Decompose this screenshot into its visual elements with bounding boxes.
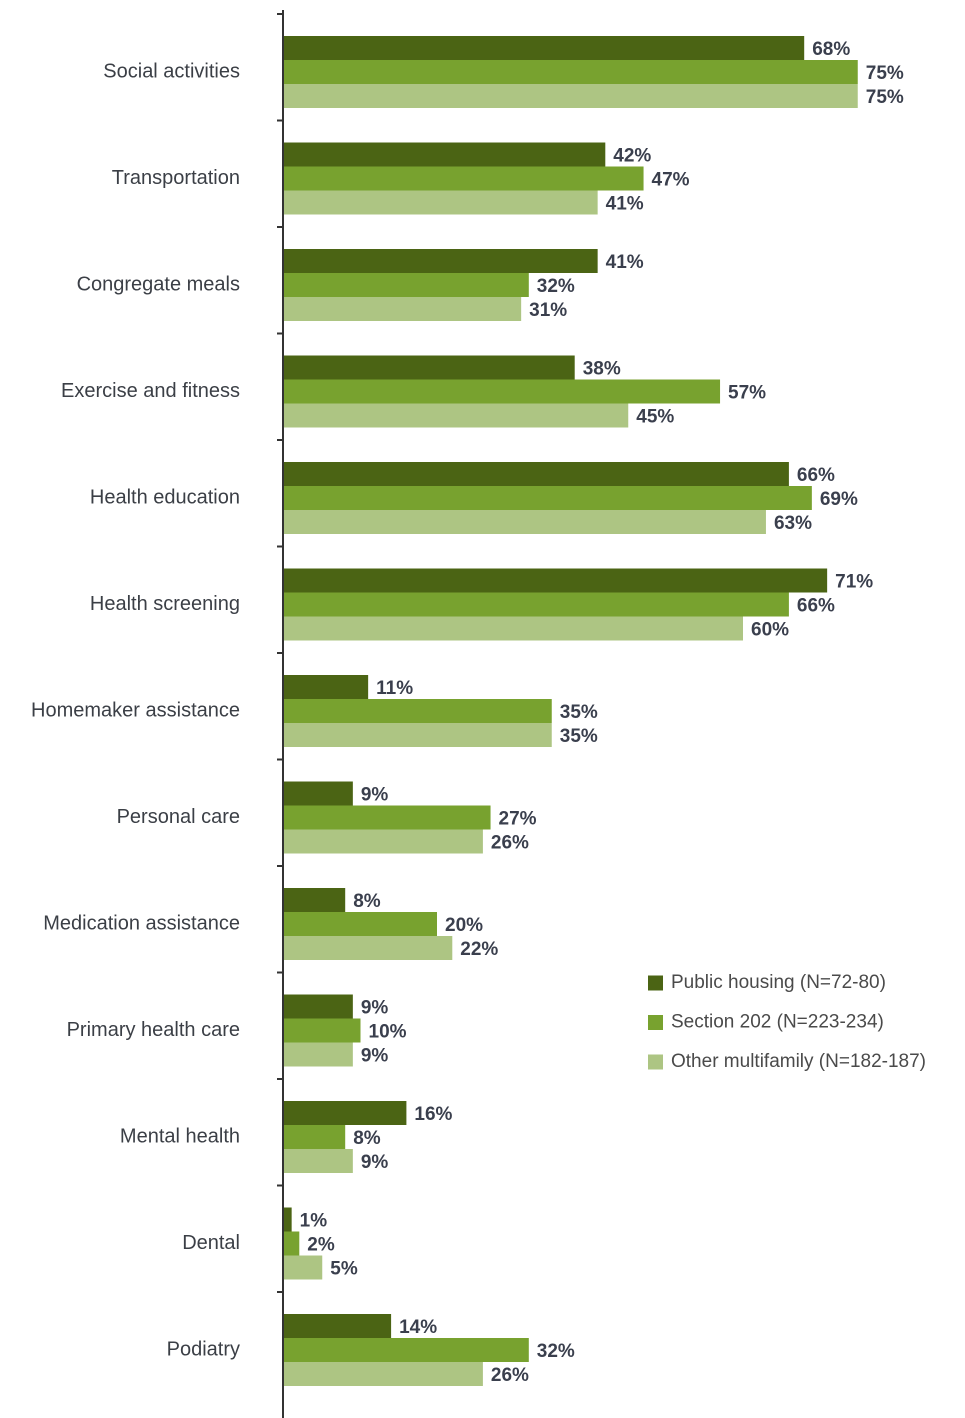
bar bbox=[284, 1018, 361, 1043]
value-label: 14% bbox=[399, 1317, 437, 1338]
category-label: Podiatry bbox=[167, 1338, 240, 1360]
bar bbox=[284, 1207, 292, 1232]
bar bbox=[284, 1101, 407, 1125]
value-label: 9% bbox=[361, 785, 389, 806]
category-label: Transportation bbox=[112, 167, 240, 189]
value-label: 10% bbox=[369, 1022, 407, 1043]
value-label: 26% bbox=[491, 1365, 529, 1386]
category-label: Congregate meals bbox=[77, 273, 240, 295]
value-label: 66% bbox=[797, 465, 835, 486]
bar bbox=[284, 190, 598, 215]
category-label: Primary health care bbox=[67, 1019, 240, 1041]
bar bbox=[284, 1149, 353, 1173]
value-label: 75% bbox=[866, 87, 904, 108]
value-label: 9% bbox=[361, 998, 389, 1019]
category-label: Health education bbox=[90, 486, 240, 508]
bar bbox=[284, 1125, 346, 1149]
bar bbox=[284, 249, 598, 273]
bar bbox=[284, 994, 353, 1019]
legend-label: Other multifamily (N=182-187) bbox=[671, 1051, 926, 1072]
bar bbox=[284, 273, 529, 297]
legend-label: Public housing (N=72-80) bbox=[671, 972, 886, 993]
bar bbox=[284, 829, 483, 854]
bar bbox=[284, 355, 575, 380]
value-label: 9% bbox=[361, 1046, 389, 1067]
bar bbox=[284, 36, 805, 60]
bar bbox=[284, 912, 437, 936]
bar bbox=[284, 1042, 353, 1067]
bar bbox=[284, 84, 858, 108]
legend-swatch bbox=[648, 975, 663, 991]
bar bbox=[284, 142, 606, 167]
category-label: Social activities bbox=[103, 60, 240, 82]
value-label: 47% bbox=[652, 170, 690, 191]
value-label: 57% bbox=[728, 383, 766, 404]
legend-label: Section 202 (N=223-234) bbox=[671, 1012, 884, 1033]
value-label: 42% bbox=[613, 146, 651, 167]
bar bbox=[284, 1314, 392, 1338]
value-label: 8% bbox=[353, 891, 381, 912]
bar bbox=[284, 568, 828, 593]
value-label: 11% bbox=[376, 678, 413, 699]
value-label: 20% bbox=[445, 915, 483, 936]
bar bbox=[284, 888, 346, 912]
value-label: 41% bbox=[606, 252, 644, 273]
value-label: 68% bbox=[812, 39, 850, 60]
value-label: 71% bbox=[835, 572, 873, 593]
category-label: Mental health bbox=[120, 1125, 240, 1147]
value-label: 35% bbox=[560, 702, 598, 723]
value-label: 32% bbox=[537, 276, 575, 297]
bar bbox=[284, 936, 453, 960]
value-label: 8% bbox=[353, 1128, 381, 1149]
bar bbox=[284, 699, 552, 723]
value-label: 75% bbox=[866, 63, 904, 84]
value-label: 26% bbox=[491, 833, 529, 854]
bar bbox=[284, 1362, 483, 1386]
bar bbox=[284, 675, 369, 699]
value-label: 45% bbox=[636, 407, 674, 428]
value-label: 9% bbox=[361, 1152, 389, 1173]
bar bbox=[284, 1231, 300, 1256]
category-label: Homemaker assistance bbox=[31, 699, 240, 721]
bar bbox=[284, 379, 721, 404]
bar bbox=[284, 297, 522, 321]
bar bbox=[284, 60, 858, 84]
bar bbox=[284, 510, 766, 534]
value-label: 5% bbox=[330, 1259, 358, 1280]
value-label: 35% bbox=[560, 726, 598, 747]
category-label: Health screening bbox=[90, 593, 240, 615]
bar bbox=[284, 1255, 323, 1280]
bar bbox=[284, 403, 629, 428]
legend-swatch bbox=[648, 1015, 663, 1030]
value-label: 22% bbox=[460, 939, 498, 960]
value-label: 1% bbox=[300, 1211, 328, 1232]
bar bbox=[284, 592, 789, 617]
category-label: Personal care bbox=[117, 806, 240, 828]
value-label: 38% bbox=[583, 359, 621, 380]
legend-swatch bbox=[648, 1054, 663, 1070]
bar bbox=[284, 805, 491, 830]
category-label: Medication assistance bbox=[43, 912, 240, 934]
value-label: 69% bbox=[820, 489, 858, 510]
value-label: 63% bbox=[774, 513, 812, 534]
value-label: 32% bbox=[537, 1341, 575, 1362]
value-label: 2% bbox=[307, 1235, 335, 1256]
value-label: 31% bbox=[529, 300, 567, 321]
bar bbox=[284, 723, 552, 747]
value-label: 41% bbox=[606, 194, 644, 215]
value-label: 66% bbox=[797, 596, 835, 617]
value-label: 16% bbox=[414, 1104, 452, 1125]
bar bbox=[284, 616, 743, 641]
value-label: 27% bbox=[499, 809, 537, 830]
bar bbox=[284, 166, 644, 191]
bar bbox=[284, 486, 812, 510]
bar bbox=[284, 781, 353, 806]
category-label: Dental bbox=[182, 1232, 240, 1254]
value-label: 60% bbox=[751, 620, 789, 641]
bar bbox=[284, 1338, 529, 1362]
bar bbox=[284, 462, 789, 486]
category-label: Exercise and fitness bbox=[61, 380, 240, 402]
